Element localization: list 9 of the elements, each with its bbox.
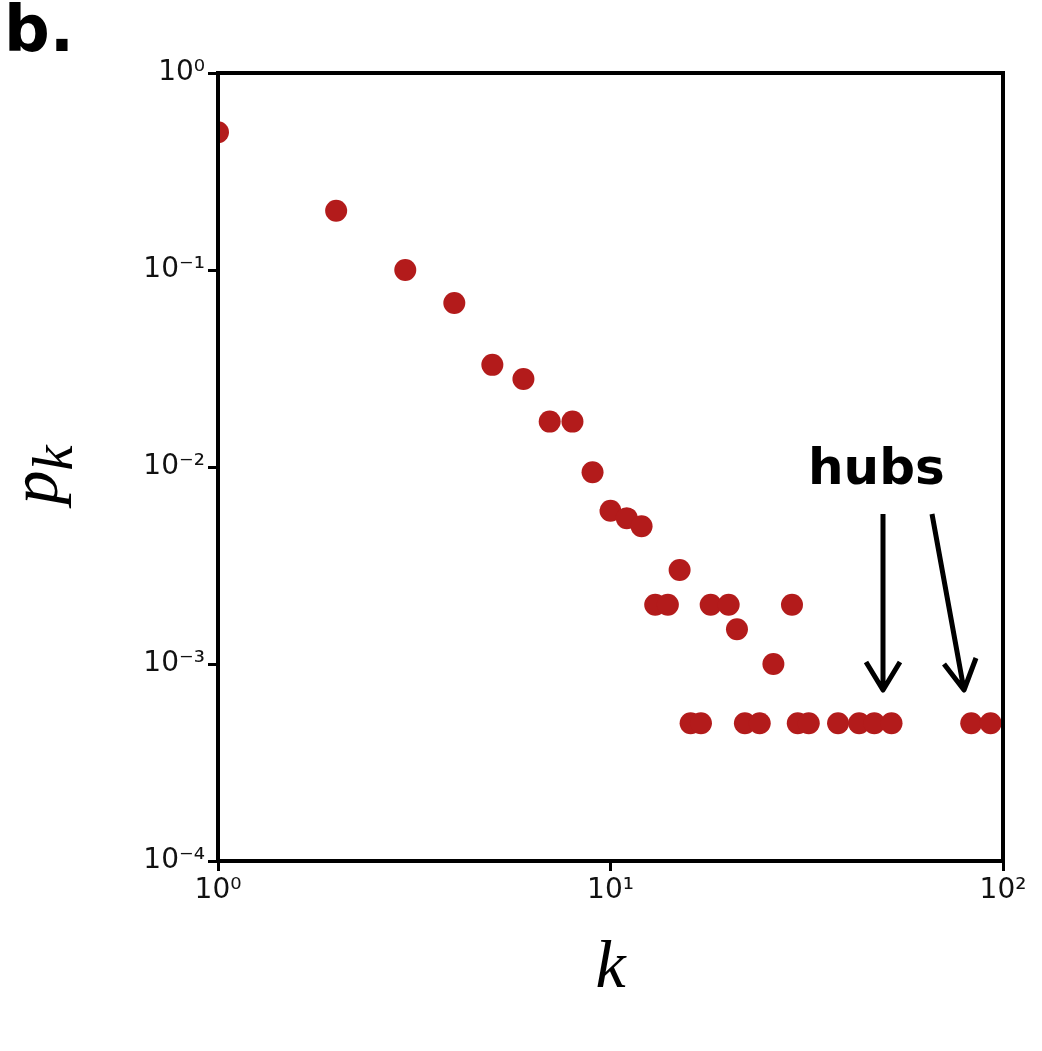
y-tick-label: 10⁻¹ (143, 251, 205, 285)
x-tick-label: 10² (979, 872, 1027, 906)
y-tick-label: 10⁻³ (143, 645, 205, 679)
text: b. (4, 0, 75, 66)
x-axis-title: k (594, 925, 628, 1004)
annotation: hubs (808, 438, 945, 496)
x-tick-label: 10¹ (587, 872, 634, 906)
y-tick-label: 10⁰ (158, 54, 205, 88)
y-tick-label: 10⁻² (143, 448, 205, 482)
